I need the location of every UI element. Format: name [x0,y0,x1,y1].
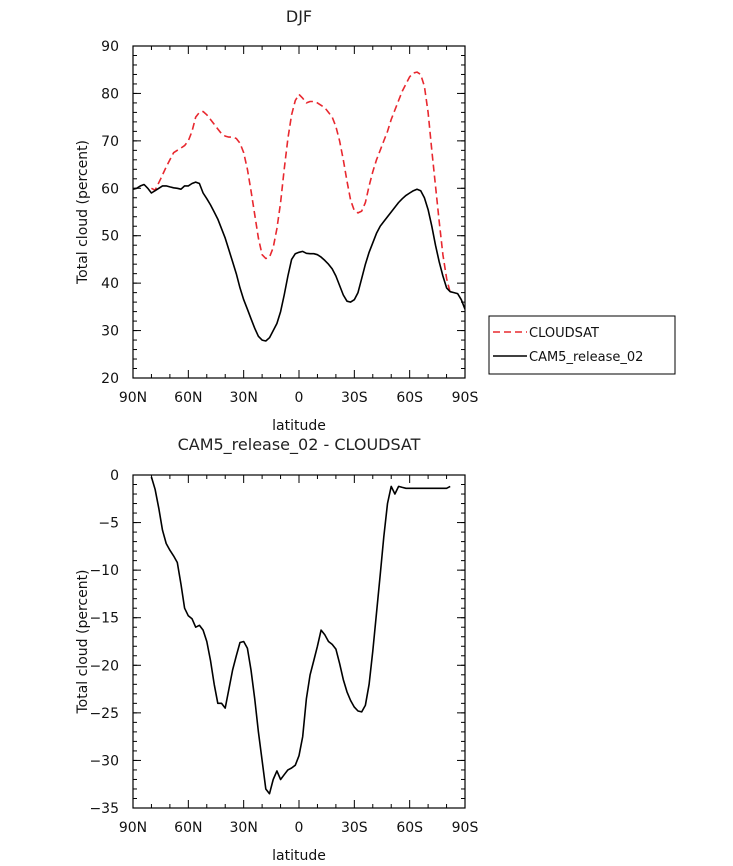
x-axis-label: latitude [272,418,326,434]
x-tick-label: 90N [119,390,147,406]
series-line-cam5-release-02 [133,181,465,342]
panel-2: CAM5_release_02 - CLOUDSAT 90N 60N 30N 0 30S 6… [75,435,478,864]
x-axis-label: latitude [272,848,326,864]
plot-frame [132,45,466,379]
legend-box [488,315,676,375]
y-tick-label: 40 [101,276,119,292]
panel-1: DJF 90N 60N 30N 0 30S 60S 90S 20 30 40 50 60 70 80 90 la… [75,7,676,434]
y-tick-label: −25 [89,706,119,722]
x-tick-label: 60N [174,390,202,406]
y-axis-label: Total cloud (percent) [75,140,91,285]
x-tick-label: 30N [230,390,258,406]
y-tick-label: 20 [101,371,119,387]
y-tick-label: −10 [89,563,119,579]
x-tick-label: 30S [341,390,368,406]
chart-title: CAM5_release_02 - CLOUDSAT [178,435,421,455]
chart-title: DJF [286,7,312,26]
y-tick-label: −20 [89,658,119,674]
y-tick-label: −35 [89,801,119,817]
y-tick-label: 60 [101,181,119,197]
y-tick-label: −5 [98,516,119,532]
plot-frame [132,474,466,809]
y-tick-label: −30 [89,753,119,769]
series-line-difference [150,476,451,795]
legend-label: CLOUDSAT [529,326,599,341]
legend: CLOUDSAT CAM5_release_02 [488,315,676,375]
y-tick-label: 70 [101,134,119,150]
x-tick-label: 0 [295,390,304,406]
y-tick-label: −15 [89,611,119,627]
y-tick-label: 80 [101,86,119,102]
series-line-cloudsat [151,71,451,293]
x-tick-label: 90N [119,820,147,836]
y-tick-label: 50 [101,229,119,245]
x-tick-label: 90S [452,390,479,406]
y-tick-label: 90 [101,39,119,55]
x-tick-label: 90S [452,820,479,836]
x-tick-label: 60S [396,390,423,406]
legend-label: CAM5_release_02 [529,350,643,365]
x-tick-label: 0 [295,820,304,836]
y-tick-label: 30 [101,324,119,340]
x-tick-label: 60N [174,820,202,836]
x-tick-label: 60S [396,820,423,836]
y-tick-label: 0 [110,468,119,484]
x-tick-label: 30N [230,820,258,836]
y-axis-label: Total cloud (percent) [75,569,91,714]
x-tick-label: 30S [341,820,368,836]
